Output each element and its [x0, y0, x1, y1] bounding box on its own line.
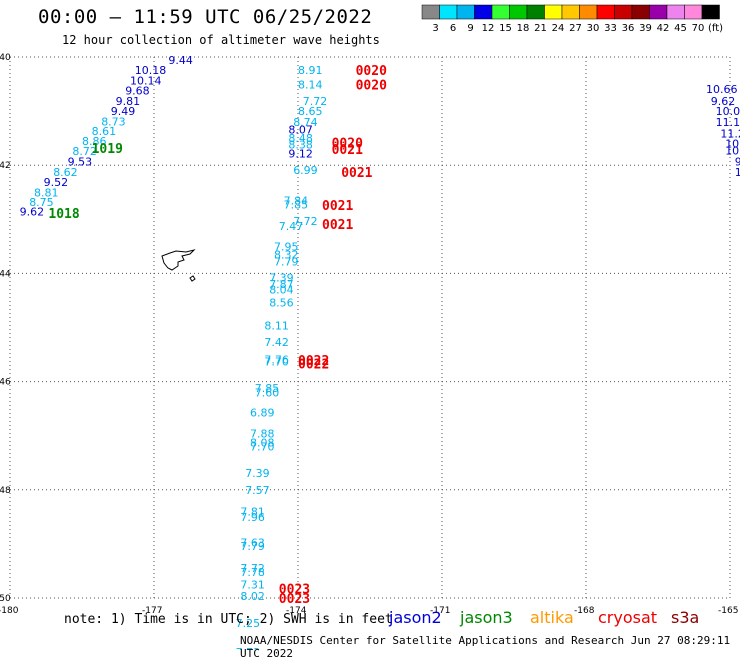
legend-label: 6	[450, 23, 456, 34]
legend-swatch	[702, 5, 720, 19]
legend-label: 21	[534, 23, 547, 34]
swh-value: 7.85	[284, 199, 309, 212]
pass-label: 0020	[356, 79, 387, 94]
swh-value: 8.56	[269, 297, 294, 310]
satellite-s3a: s3a	[671, 608, 699, 627]
legend-swatch	[632, 5, 650, 19]
swh-value: 7.70	[264, 356, 289, 369]
chart-grid	[10, 57, 730, 598]
swh-value: 9.12	[288, 147, 313, 160]
pass-label: 0023	[279, 592, 310, 607]
swh-value: 9.62	[20, 206, 44, 219]
y-tick-label: -50	[0, 594, 11, 604]
swh-value: 8.91	[298, 64, 323, 77]
legend-swatch	[527, 5, 545, 19]
legend-label: 42	[657, 23, 670, 34]
swh-value: 6.89	[250, 406, 275, 419]
swh-value: 9.44	[168, 54, 193, 67]
legend-label: 36	[622, 23, 635, 34]
legend-label: 3	[432, 23, 438, 34]
legend-label: 15	[499, 23, 512, 34]
legend-label: 70	[692, 23, 705, 34]
legend-label: (ft)	[708, 23, 723, 34]
swh-value: 7.39	[245, 467, 270, 480]
legend-swatch	[562, 5, 580, 19]
y-tick-label: -48	[0, 486, 11, 496]
x-tick-label: -165	[718, 606, 738, 616]
satellite-cryosat: cryosat	[598, 608, 657, 627]
x-tick-label: -168	[574, 606, 595, 616]
swh-value: 7.42	[264, 336, 289, 349]
pass-label: 1018	[48, 207, 79, 222]
legend-swatch	[422, 5, 440, 19]
legend-label: 24	[552, 23, 565, 34]
legend-label: 45	[674, 23, 687, 34]
footer-note: note: 1) Time is in UTC; 2) SWH is in fe…	[64, 612, 393, 627]
credit-line: NOAA/NESDIS Center for Satellite Applica…	[240, 634, 740, 660]
y-tick-label: -40	[0, 53, 11, 63]
pass-label: 0021	[341, 166, 372, 181]
swh-value: 7.78	[240, 566, 265, 579]
y-tick-label: -44	[0, 269, 11, 279]
swh-value: 8.14	[298, 79, 323, 92]
island-outline	[162, 250, 195, 281]
satellite-jason2: jason2	[389, 608, 442, 627]
x-tick-label: -180	[0, 606, 19, 616]
pass-label: 1019	[92, 142, 123, 157]
pass-label: 0020	[356, 64, 387, 79]
pass-labels: 1019101800200020002000210021002100210022…	[48, 64, 387, 607]
swh-value: 8.11	[264, 319, 289, 332]
legend-swatch	[440, 5, 458, 19]
legend-swatch	[492, 5, 510, 19]
legend-swatch	[510, 5, 528, 19]
legend-label: 9	[467, 23, 473, 34]
legend-swatch	[545, 5, 563, 19]
legend-label: 12	[482, 23, 495, 34]
y-tick-label: -46	[0, 378, 11, 388]
pass-label: 0021	[332, 143, 363, 158]
swh-value: 7.79	[240, 540, 265, 553]
legend-label: 39	[639, 23, 652, 34]
swh-value: 7.47	[279, 220, 304, 233]
swh-value: 8.04	[269, 284, 294, 297]
legend-label: 18	[517, 23, 530, 34]
satellite-altika: altika	[530, 608, 574, 627]
legend-swatch	[457, 5, 475, 19]
pass-label: 0021	[322, 218, 353, 233]
pass-label: 0021	[322, 199, 353, 214]
legend-label: 27	[569, 23, 582, 34]
legend-swatch	[685, 5, 703, 19]
y-tick-label: -42	[0, 161, 11, 171]
swh-value: 7.57	[245, 484, 270, 497]
legend-swatch	[475, 5, 493, 19]
legend-label: 30	[587, 23, 600, 34]
legend-swatch	[615, 5, 633, 19]
swh-value: 6.99	[293, 164, 318, 177]
pass-label: 0022	[298, 358, 329, 373]
legend-swatch	[597, 5, 615, 19]
swh-value: 7.70	[250, 441, 275, 454]
legend-swatch	[580, 5, 598, 19]
swh-value: 7.60	[255, 386, 279, 399]
satellite-jason3: jason3	[460, 608, 513, 627]
swh-value: 8.02	[240, 590, 265, 603]
legend-label: 33	[604, 23, 617, 34]
swh-value: 7.96	[240, 511, 265, 524]
legend-swatch	[650, 5, 668, 19]
swh-value: 7.79	[274, 255, 299, 268]
legend-swatch	[667, 5, 685, 19]
swh-points: 9.4410.1810.149.689.819.498.738.618.868.…	[20, 54, 740, 650]
